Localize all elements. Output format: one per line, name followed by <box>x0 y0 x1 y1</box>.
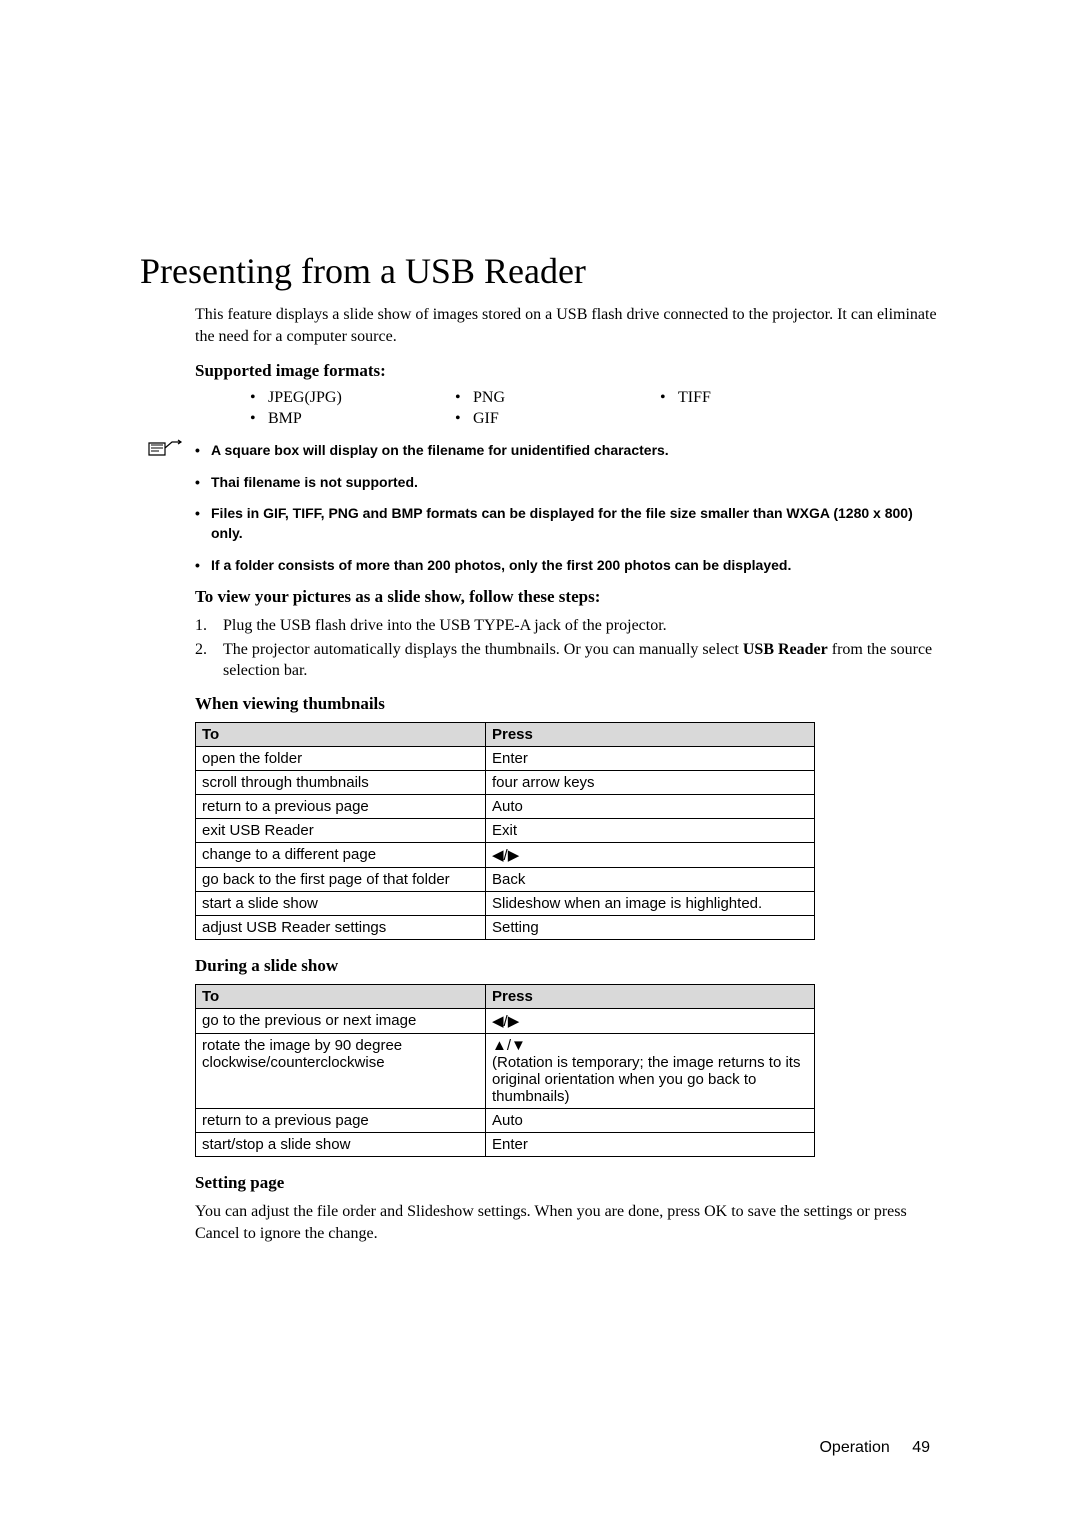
step-text: Plug the USB flash drive into the USB TY… <box>223 615 667 637</box>
note-item: A square box will display on the filenam… <box>195 441 940 461</box>
footer-page-number: 49 <box>912 1439 930 1456</box>
notes-list: A square box will display on the filenam… <box>195 441 940 575</box>
format-item: PNG <box>473 389 505 406</box>
format-item: JPEG(JPG) <box>268 389 342 406</box>
setting-page-body: You can adjust the file order and Slides… <box>195 1201 940 1244</box>
note-item: Thai filename is not supported. <box>195 473 940 493</box>
table-header-to: To <box>196 722 486 746</box>
table-row: adjust USB Reader settingsSetting <box>196 915 815 939</box>
table-row: open the folderEnter <box>196 746 815 770</box>
step-number: 2. <box>195 639 223 682</box>
table-row: start a slide showSlideshow when an imag… <box>196 891 815 915</box>
table-row: rotate the image by 90 degree clockwise/… <box>196 1033 815 1108</box>
note-item: Files in GIF, TIFF, PNG and BMP formats … <box>195 504 940 543</box>
note-icon <box>147 439 183 459</box>
thumbnails-table: To Press open the folderEnter scroll thr… <box>195 722 815 940</box>
table-header-to: To <box>196 984 486 1008</box>
step-text: The projector automatically displays the… <box>223 639 940 682</box>
supported-formats-heading: Supported image formats: <box>195 361 940 381</box>
note-item: If a folder consists of more than 200 ph… <box>195 556 940 576</box>
slideshow-heading: During a slide show <box>195 956 940 976</box>
page-footer: Operation 49 <box>819 1439 930 1457</box>
footer-section: Operation <box>819 1439 889 1456</box>
table-row: scroll through thumbnailsfour arrow keys <box>196 770 815 794</box>
table-row: return to a previous pageAuto <box>196 794 815 818</box>
slideshow-table: To Press go to the previous or next imag… <box>195 984 815 1157</box>
table-header-press: Press <box>486 984 815 1008</box>
setting-page-heading: Setting page <box>195 1173 940 1193</box>
thumbnails-heading: When viewing thumbnails <box>195 694 940 714</box>
format-item: GIF <box>473 410 499 427</box>
format-item: TIFF <box>678 389 711 406</box>
steps-heading: To view your pictures as a slide show, f… <box>195 587 940 607</box>
table-row: go back to the first page of that folder… <box>196 867 815 891</box>
formats-list: •JPEG(JPG) •BMP •PNG •GIF •TIFF <box>250 389 940 431</box>
table-header-press: Press <box>486 722 815 746</box>
table-row: go to the previous or next image◀/▶ <box>196 1008 815 1033</box>
intro-paragraph: This feature displays a slide show of im… <box>195 304 940 347</box>
table-row: change to a different page◀/▶ <box>196 842 815 867</box>
table-row: start/stop a slide showEnter <box>196 1132 815 1156</box>
steps-list: 1. Plug the USB flash drive into the USB… <box>195 615 940 682</box>
step-number: 1. <box>195 615 223 637</box>
page-title: Presenting from a USB Reader <box>140 250 940 292</box>
table-row: exit USB ReaderExit <box>196 818 815 842</box>
table-row: return to a previous pageAuto <box>196 1108 815 1132</box>
format-item: BMP <box>268 410 302 427</box>
